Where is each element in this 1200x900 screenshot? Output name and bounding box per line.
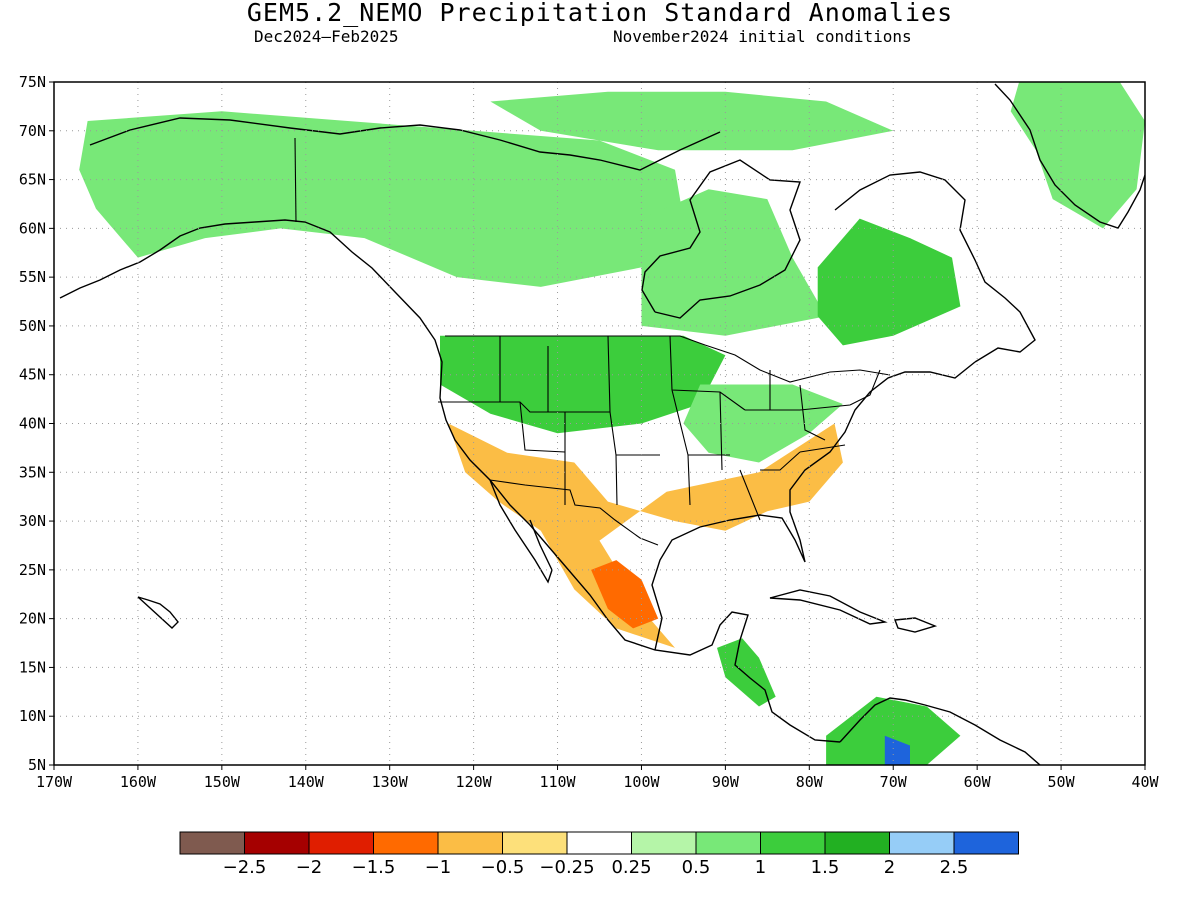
anomaly-region-colombia-venezuela-peak <box>884 735 910 765</box>
lat-tick-label: 10N <box>19 707 46 725</box>
cuba <box>769 589 888 625</box>
lon-tick-label: 160W <box>120 773 157 791</box>
lat-tick-label: 65N <box>19 171 46 189</box>
initial-conditions-label: November2024 initial conditions <box>613 27 912 46</box>
anomaly-region-central-mexico <box>591 560 659 629</box>
legend-label: −1 <box>425 857 452 878</box>
anomaly-region-us-ohio-valley <box>683 384 843 463</box>
lon-tick-label: 170W <box>36 773 73 791</box>
forecast-period: Dec2024–Feb2025 <box>254 27 399 46</box>
lat-tick-label: 5N <box>28 756 46 774</box>
legend-label: −2 <box>296 857 323 878</box>
lon-tick-label: 40W <box>1131 773 1159 791</box>
political-borders <box>294 137 891 546</box>
lon-tick-label: 90W <box>712 773 740 791</box>
lat-tick-label: 20N <box>19 610 46 628</box>
anomaly-region-central-america <box>717 638 776 707</box>
baja-california <box>489 479 553 584</box>
lat-tick-label: 30N <box>19 512 46 530</box>
legend-swatch <box>373 831 439 855</box>
lat-tick-label: 35N <box>19 463 46 481</box>
lon-tick-label: 80W <box>796 773 824 791</box>
lon-tick-label: 140W <box>288 773 325 791</box>
lat-tick-label: 25N <box>19 561 46 579</box>
state-lines-east <box>745 369 881 441</box>
state-lines-west <box>438 335 660 506</box>
lon-tick-label: 60W <box>964 773 992 791</box>
map-title: GEM5.2_NEMO Precipitation Standard Anoma… <box>246 0 954 27</box>
lon-tick-label: 50W <box>1048 773 1076 791</box>
legend-swatch <box>889 831 955 855</box>
lat-tick-label: 40N <box>19 415 46 433</box>
lon-tick-label: 130W <box>372 773 409 791</box>
color-legend: −2.5 −2 −1.5 −1 −0.5 −0.25 0.25 0.5 1 1.5 2 2.5 <box>179 831 1019 878</box>
lat-tick-label: 60N <box>19 219 46 237</box>
us-mexico-border <box>489 479 659 546</box>
lat-tick-label: 75N <box>19 73 46 91</box>
anomaly-region-us-northern-plains <box>440 335 726 434</box>
lon-tick-label: 120W <box>456 773 493 791</box>
lon-tick-label: 70W <box>880 773 908 791</box>
legend-swatch <box>760 831 826 855</box>
anomaly-region-hudson-bay-region <box>641 189 827 336</box>
legend-label: 0.25 <box>611 857 651 878</box>
lon-tick-label: 100W <box>623 773 660 791</box>
lat-tick-label: 45N <box>19 366 46 384</box>
legend-label: −0.5 <box>481 857 525 878</box>
lat-tick-label: 55N <box>19 268 46 286</box>
legend-swatch <box>953 831 1019 855</box>
hawaii <box>137 596 179 629</box>
lon-tick-label: 110W <box>539 773 576 791</box>
legend-swatch <box>244 831 310 855</box>
legend-label: 2 <box>884 857 895 878</box>
anomaly-region-greenland-south <box>1010 82 1145 229</box>
legend-swatch <box>631 831 697 855</box>
legend-label: −2.5 <box>223 857 267 878</box>
greenland-coast <box>994 83 1145 229</box>
anomaly-region-quebec-labrador <box>817 218 961 346</box>
hudson-bay-coast <box>641 159 801 319</box>
legend-swatch <box>502 831 568 855</box>
lat-tick-label: 15N <box>19 658 46 676</box>
legend-label: 2.5 <box>940 857 969 878</box>
state-lines-central <box>669 335 846 521</box>
legend-swatch <box>824 831 890 855</box>
alaska-canada-border <box>294 137 297 223</box>
labrador-coast <box>834 171 1036 363</box>
lat-tick-label: 50N <box>19 317 46 335</box>
legend-swatch <box>695 831 761 855</box>
legend-swatch <box>437 831 503 855</box>
south-america-coast <box>839 697 1041 765</box>
legend-label: 0.5 <box>682 857 711 878</box>
lat-tick-label: 70N <box>19 122 46 140</box>
anomaly-region-alaska-yukon-nwt <box>79 111 684 287</box>
gulf-coast <box>651 361 976 651</box>
lon-tick-label: 150W <box>204 773 241 791</box>
north-america-coastline <box>59 219 841 743</box>
us-canada-border <box>445 335 891 383</box>
hispaniola <box>894 617 938 633</box>
legend-label: 1 <box>755 857 766 878</box>
legend-label: −0.25 <box>539 857 594 878</box>
legend-label: −1.5 <box>352 857 396 878</box>
anomaly-region-arctic-archipelago <box>490 91 894 151</box>
legend-swatch <box>179 831 245 855</box>
legend-swatch <box>566 831 632 855</box>
coastlines-and-borders <box>59 83 1145 765</box>
legend-swatch <box>308 831 374 855</box>
axis-ticks: 75N 70N 65N 60N 55N 50N 45N 40N 35N 30N 25N 20N 15N 1… <box>19 73 1160 791</box>
legend-label: 1.5 <box>811 857 840 878</box>
arctic-coast <box>89 117 721 171</box>
